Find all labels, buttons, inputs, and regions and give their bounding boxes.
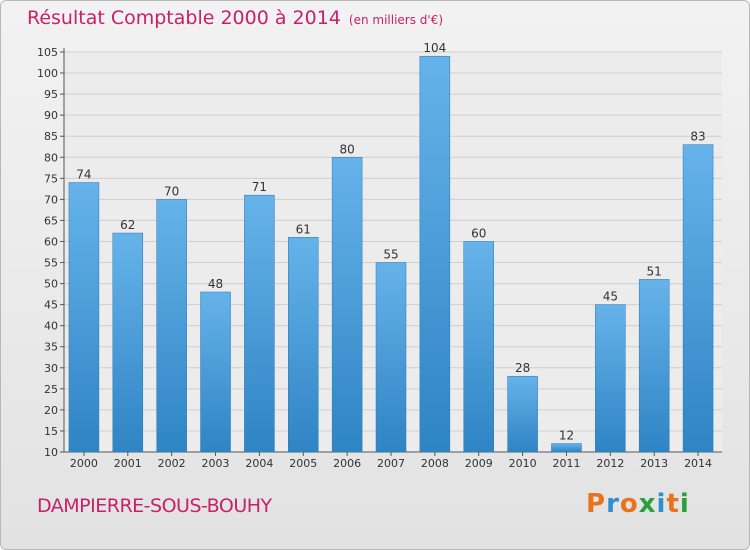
bar-value-label: 45 [603,290,618,304]
bar-value-label: 80 [339,142,354,156]
x-tick-label: 2007 [377,457,405,470]
y-tick-label: 10 [44,446,58,459]
bar-value-label: 71 [252,180,267,194]
bar [507,375,538,453]
logo-letter: o [619,489,639,519]
chart-title: Résultat Comptable 2000 à 2014 (en millie… [27,7,443,29]
x-tick-label: 2001 [114,457,142,470]
logo-letter: r [606,489,620,519]
x-tick-label: 2013 [640,457,668,470]
bar [551,443,582,453]
bar [595,304,626,453]
y-tick-label: 85 [44,130,58,143]
logo-letter: i [679,489,690,519]
x-tick-label: 2003 [202,457,230,470]
y-tick-label: 35 [44,341,58,354]
bar-value-label: 51 [647,264,662,278]
logo-letter: i [656,489,667,519]
bar [68,182,100,453]
y-tick-label: 15 [44,425,58,438]
y-tick-label: 30 [44,362,58,375]
y-tick-label: 75 [44,172,58,185]
bar-value-label: 48 [208,277,223,291]
proxiti-logo: Proxiti [586,489,690,519]
y-tick-label: 105 [37,46,58,59]
y-tick-label: 80 [44,151,58,164]
bar-value-label: 62 [120,218,135,232]
y-tick-label: 25 [44,383,58,396]
y-tick-label: 70 [44,193,58,206]
bar [682,144,714,453]
chart-title-text: Résultat Comptable 2000 à 2014 [27,7,341,29]
y-tick-label: 45 [44,299,58,312]
y-tick-label: 95 [44,88,58,101]
bar-value-label: 60 [471,226,486,240]
logo-letter: t [666,489,680,519]
bar [638,279,670,453]
y-tick-label: 100 [37,67,58,80]
bar-value-label: 12 [559,429,574,443]
x-tick-label: 2000 [70,457,98,470]
bar-value-label: 104 [423,41,446,55]
x-tick-label: 2010 [509,457,537,470]
x-tick-label: 2004 [245,457,273,470]
bar [200,291,231,453]
y-tick-label: 50 [44,278,58,291]
bar-value-label: 74 [76,168,91,182]
bar [288,237,319,453]
town-name: DAMPIERRE-SOUS-BOUHY [37,495,272,517]
logo-letter: P [586,489,607,519]
y-tick-label: 90 [44,109,58,122]
y-tick-label: 20 [44,404,58,417]
bar-value-label: 61 [296,222,311,236]
bar-value-label: 28 [515,361,530,375]
x-tick-label: 2008 [421,457,449,470]
x-tick-label: 2012 [596,457,624,470]
x-tick-label: 2011 [552,457,580,470]
bar [244,194,275,453]
x-tick-label: 2005 [289,457,317,470]
logo-letter: x [638,489,657,519]
bar [463,241,494,453]
bar-value-label: 70 [164,184,179,198]
y-tick-label: 40 [44,320,58,333]
bar [419,55,451,453]
chart-unit-label: (en milliers d'€) [348,13,444,27]
y-tick-label: 65 [44,214,58,227]
bar-value-label: 83 [690,130,705,144]
bar [112,232,144,453]
x-tick-label: 2014 [684,457,712,470]
x-tick-label: 2002 [158,457,186,470]
bar [156,199,187,453]
y-tick-label: 55 [44,257,58,270]
bar-value-label: 55 [383,248,398,262]
x-tick-label: 2006 [333,457,361,470]
bar [375,262,407,453]
x-tick-label: 2009 [465,457,493,470]
bar [331,157,363,453]
y-tick-label: 60 [44,235,58,248]
